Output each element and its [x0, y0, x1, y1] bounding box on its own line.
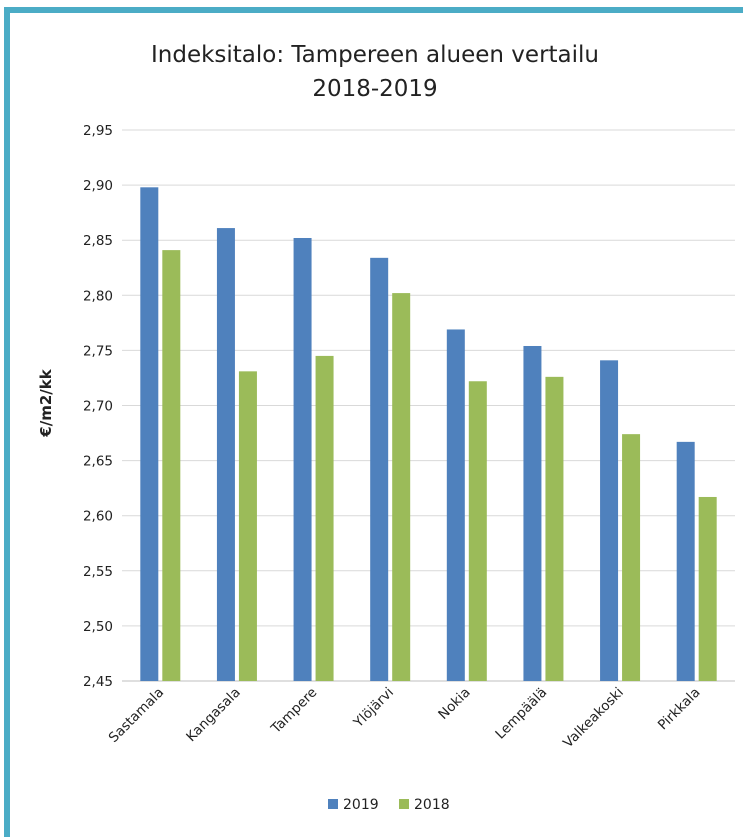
x-tick-label: Tampere	[267, 685, 320, 738]
y-axis-title: €/m2/kk	[37, 368, 55, 437]
bar-2018-ylöjärvi	[392, 293, 411, 681]
y-tick-label: 2,70	[83, 399, 113, 415]
gridlines	[122, 129, 735, 682]
x-tick-label: Nokia	[435, 685, 473, 723]
x-tick-label: Ylöjärvi	[350, 685, 397, 732]
bar-2018-sastamala	[162, 250, 181, 682]
legend-label-2018: 2018	[414, 797, 450, 813]
bar-2019-valkeakoski	[600, 360, 619, 681]
x-tick-label: Sastamala	[106, 685, 167, 746]
bar-chart: Indeksitalo: Tampereen alueen vertailu 2…	[37, 42, 735, 813]
x-tick-label: Lempäälä	[492, 685, 550, 743]
bar-2019-tampere	[293, 237, 312, 681]
y-tick-label: 2,90	[83, 178, 113, 194]
x-tick-labels: Sastamala Kangasala Tampere Ylöjärvi Nokia Le…	[106, 685, 704, 752]
y-tick-labels: 2,45 2,50 2,55 2,60 2,65 2,70 2,75 2,80 2,85 2,90…	[83, 123, 113, 690]
bar-2018-lempäälä	[545, 376, 564, 681]
bar-2018-nokia	[468, 381, 487, 681]
legend: 2019 2018	[328, 797, 450, 813]
x-tick-label: Valkeakoski	[560, 685, 627, 752]
bars	[140, 187, 717, 682]
y-tick-label: 2,45	[83, 674, 113, 690]
bar-2019-kangasala	[216, 228, 235, 681]
chart-title: Indeksitalo: Tampereen alueen vertailu	[151, 42, 599, 68]
bar-2018-kangasala	[238, 371, 257, 681]
y-tick-label: 2,95	[83, 123, 113, 139]
y-tick-label: 2,80	[83, 288, 113, 304]
bar-2018-pirkkala	[698, 496, 717, 681]
bar-2019-nokia	[446, 329, 465, 681]
bar-2019-ylöjärvi	[370, 257, 389, 681]
legend-swatch-2019	[328, 799, 338, 809]
y-tick-label: 2,50	[83, 619, 113, 635]
bar-2019-pirkkala	[676, 441, 695, 681]
x-tick-label: Pirkkala	[655, 685, 704, 734]
y-tick-label: 2,55	[83, 564, 113, 580]
chart-frame: Indeksitalo: Tampereen alueen vertailu 2…	[4, 7, 743, 837]
chart-subtitle: 2018-2019	[312, 76, 437, 102]
bar-2019-lempäälä	[523, 345, 542, 681]
bar-2018-valkeakoski	[622, 434, 641, 681]
bar-2018-tampere	[315, 355, 334, 681]
y-tick-label: 2,60	[83, 509, 113, 525]
x-tick-label: Kangasala	[183, 685, 244, 746]
y-tick-label: 2,65	[83, 454, 113, 470]
y-tick-label: 2,75	[83, 343, 113, 359]
y-tick-label: 2,85	[83, 233, 113, 249]
legend-swatch-2018	[399, 799, 409, 809]
legend-label-2019: 2019	[343, 797, 379, 813]
bar-2019-sastamala	[140, 187, 159, 681]
